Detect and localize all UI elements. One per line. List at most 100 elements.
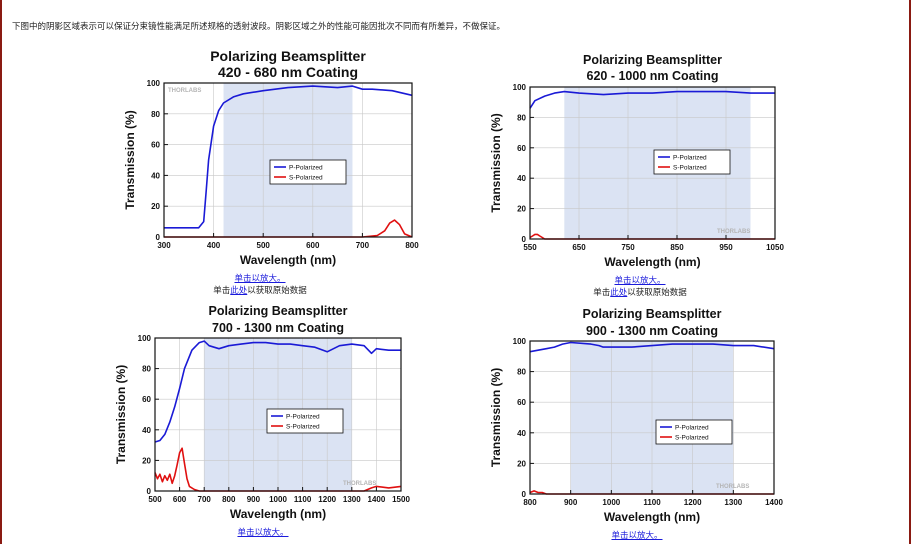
x-tick-label: 1500 xyxy=(392,495,410,504)
y-tick-label: 60 xyxy=(142,395,151,404)
thorlabs-watermark: THORLABS xyxy=(716,484,749,490)
chart-700-1300[interactable]: Polarizing Beamsplitter 700 - 1300 nm Coa… xyxy=(110,303,415,528)
raw-prefix-1: 单击 xyxy=(213,286,231,296)
legend-label: P-Polarized xyxy=(675,424,709,431)
legend-box xyxy=(655,419,733,445)
chart-620-1000[interactable]: Polarizing Beamsplitter 620 - 1000 nm Coa… xyxy=(488,52,788,277)
x-tick-label: 550 xyxy=(523,243,537,252)
x-tick-label: 1300 xyxy=(724,498,742,507)
y-tick-label: 100 xyxy=(513,337,527,346)
thorlabs-watermark: THORLABS xyxy=(343,481,376,487)
chart-links-1: 单击以放大。 单击此处以获取原始数据 xyxy=(160,273,360,297)
x-tick-label: 1400 xyxy=(765,498,783,507)
legend-box xyxy=(653,149,731,175)
legend-label: S-Polarized xyxy=(289,174,323,181)
x-tick-label: 900 xyxy=(564,498,578,507)
enlarge-link-1[interactable]: 单击以放大。 xyxy=(234,274,286,284)
x-axis-label: Wavelength (nm) xyxy=(604,255,700,269)
y-tick-label: 40 xyxy=(517,174,526,183)
y-tick-label: 20 xyxy=(517,459,526,468)
y-tick-label: 0 xyxy=(156,233,161,242)
x-tick-label: 1200 xyxy=(684,498,702,507)
raw-data-link-1[interactable]: 此处 xyxy=(230,286,248,296)
x-tick-label: 1100 xyxy=(294,495,312,504)
chart-title-line-2: 700 - 1300 nm Coating xyxy=(212,321,344,335)
x-tick-label: 700 xyxy=(356,241,370,250)
chart-title-line-2: 620 - 1000 nm Coating xyxy=(587,69,719,83)
raw-data-link-2[interactable]: 此处 xyxy=(610,288,628,298)
enlarge-link-2[interactable]: 单击以放大。 xyxy=(614,276,666,286)
y-tick-label: 100 xyxy=(513,83,527,92)
enlarge-link-4[interactable]: 单击以放大。 xyxy=(611,531,663,541)
y-tick-label: 0 xyxy=(147,487,152,496)
y-tick-label: 100 xyxy=(147,79,161,88)
y-tick-label: 40 xyxy=(151,171,160,180)
x-tick-label: 900 xyxy=(247,495,261,504)
chart-links-4: 单击以放大。 xyxy=(537,530,737,542)
thorlabs-watermark: THORLABS xyxy=(717,229,750,235)
chart-panel-2: Polarizing Beamsplitter 620 - 1000 nm Coa… xyxy=(488,52,788,277)
x-tick-label: 400 xyxy=(207,241,221,250)
y-tick-label: 40 xyxy=(142,426,151,435)
y-tick-label: 100 xyxy=(138,334,152,343)
x-tick-label: 1000 xyxy=(602,498,620,507)
y-tick-label: 0 xyxy=(522,235,527,244)
page-frame-left xyxy=(0,0,2,544)
series-line-p-polarized xyxy=(529,90,775,109)
plot-frame xyxy=(163,82,413,238)
plot-frame xyxy=(529,86,776,240)
x-axis-label: Wavelength (nm) xyxy=(240,253,336,267)
chart-panel-4: Polarizing Beamsplitter 900 - 1300 nm Coa… xyxy=(488,306,788,531)
x-tick-label: 800 xyxy=(405,241,419,250)
thorlabs-watermark: THORLABS xyxy=(168,88,201,94)
legend-label: P-Polarized xyxy=(673,154,707,161)
chart-panel-1: Polarizing Beamsplitter 420 - 680 nm Coat… xyxy=(110,45,430,277)
x-tick-label: 750 xyxy=(621,243,635,252)
x-tick-label: 1300 xyxy=(343,495,361,504)
chart-title-line-1: Polarizing Beamsplitter xyxy=(583,53,722,67)
raw-suffix-2: 以获取原始数据 xyxy=(627,288,687,298)
y-tick-label: 0 xyxy=(522,490,527,499)
y-axis-label: Transmission (%) xyxy=(123,110,137,209)
chart-panel-3: Polarizing Beamsplitter 700 - 1300 nm Coa… xyxy=(110,303,415,528)
y-tick-label: 80 xyxy=(517,368,526,377)
legend-label: P-Polarized xyxy=(286,413,320,420)
legend-label: S-Polarized xyxy=(673,164,707,171)
y-tick-label: 60 xyxy=(517,398,526,407)
x-tick-label: 1400 xyxy=(368,495,386,504)
chart-links-2: 单击以放大。 单击此处以获取原始数据 xyxy=(540,275,740,299)
y-tick-label: 80 xyxy=(151,110,160,119)
chart-title-line-1: Polarizing Beamsplitter xyxy=(583,307,722,321)
y-tick-label: 20 xyxy=(151,202,160,211)
page-frame-right xyxy=(909,0,911,544)
chart-title-line-2: 420 - 680 nm Coating xyxy=(218,64,358,80)
y-tick-label: 20 xyxy=(517,205,526,214)
x-tick-label: 800 xyxy=(523,498,537,507)
legend-box xyxy=(266,408,344,434)
y-tick-label: 60 xyxy=(151,141,160,150)
x-tick-label: 950 xyxy=(719,243,733,252)
y-tick-label: 80 xyxy=(517,113,526,122)
chart-links-3: 单击以放大。 xyxy=(163,527,363,539)
enlarge-link-3[interactable]: 单击以放大。 xyxy=(237,528,289,538)
x-tick-label: 1000 xyxy=(269,495,287,504)
chart-title-line-1: Polarizing Beamsplitter xyxy=(210,48,366,64)
series-line-p-polarized xyxy=(154,340,401,443)
series-line-p-polarized xyxy=(164,85,413,229)
x-tick-label: 800 xyxy=(222,495,236,504)
chart-title-line-1: Polarizing Beamsplitter xyxy=(209,304,348,318)
y-axis-label: Transmission (%) xyxy=(489,368,503,467)
x-tick-label: 850 xyxy=(670,243,684,252)
intro-text: 下图中的阴影区域表示可以保证分束镜性能满足所述规格的透射波段。阴影区域之外的性能… xyxy=(12,22,506,32)
y-tick-label: 20 xyxy=(142,456,151,465)
x-tick-label: 300 xyxy=(157,241,171,250)
chart-900-1300[interactable]: Polarizing Beamsplitter 900 - 1300 nm Coa… xyxy=(488,306,788,531)
x-axis-label: Wavelength (nm) xyxy=(604,510,700,524)
series-line-p-polarized xyxy=(529,341,775,353)
x-tick-label: 650 xyxy=(572,243,586,252)
x-tick-label: 600 xyxy=(306,241,320,250)
chart-title-line-2: 900 - 1300 nm Coating xyxy=(586,324,718,338)
y-tick-label: 60 xyxy=(517,144,526,153)
x-tick-label: 1050 xyxy=(766,243,784,252)
